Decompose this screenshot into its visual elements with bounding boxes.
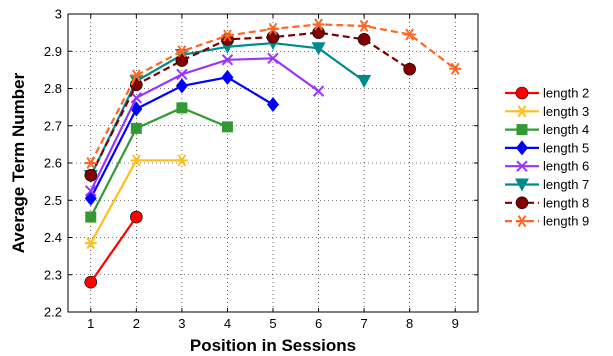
y-tick-label: 2.9 — [44, 44, 62, 59]
x-tick-label: 5 — [269, 316, 276, 331]
legend-label: length 2 — [543, 86, 589, 101]
data-point — [84, 168, 98, 182]
data-point — [221, 29, 234, 42]
series-layer — [83, 18, 462, 289]
data-point — [175, 54, 189, 67]
series-length-4 — [85, 102, 233, 223]
x-tick-label: 4 — [224, 316, 231, 331]
data-point — [84, 275, 98, 289]
y-tick-label: 2.3 — [44, 267, 62, 282]
legend-marker — [516, 160, 528, 172]
data-point — [175, 45, 188, 58]
series-length-2 — [84, 210, 143, 289]
legend-label: length 4 — [543, 122, 589, 137]
data-point — [176, 102, 188, 114]
data-point — [84, 156, 97, 170]
data-point — [312, 18, 325, 31]
data-point — [403, 28, 416, 41]
legend-marker — [516, 215, 528, 228]
series-line — [89, 31, 411, 176]
y-tick-label: 2.2 — [44, 305, 62, 320]
series-line — [89, 216, 138, 283]
x-tick-label: 7 — [360, 316, 367, 331]
data-point — [358, 19, 371, 32]
legend-item: length 4 — [505, 122, 589, 137]
legend: length 2 length 3 length 4 length 5 length 6… — [505, 86, 589, 229]
legend-item: length 3 — [505, 104, 589, 119]
x-tick-label: 1 — [87, 316, 94, 331]
x-axis-label: Position in Sessions — [190, 336, 356, 355]
legend-label: length 5 — [543, 140, 589, 155]
data-point — [311, 42, 326, 56]
legend-label: length 3 — [543, 104, 589, 119]
y-axis-label: Average Term Number — [9, 72, 28, 253]
data-point — [267, 22, 279, 35]
y-tick-label: 2.4 — [44, 230, 62, 245]
data-point — [85, 211, 97, 223]
legend-label: length 6 — [543, 159, 589, 174]
y-tick-label: 2.8 — [44, 81, 62, 96]
data-point — [221, 121, 233, 133]
x-tick-label: 3 — [178, 316, 185, 331]
data-point — [312, 85, 325, 97]
legend-item: length 9 — [505, 214, 589, 229]
data-point — [266, 30, 280, 44]
data-point — [175, 154, 188, 167]
legend-item: length 2 — [505, 86, 589, 101]
data-point — [357, 33, 371, 46]
legend-marker — [516, 140, 528, 156]
legend-marker — [515, 178, 529, 192]
data-point — [176, 68, 188, 81]
series-length-9 — [84, 18, 462, 170]
data-point — [130, 69, 143, 82]
data-point — [312, 26, 325, 39]
data-point — [221, 69, 234, 85]
data-point — [130, 122, 142, 134]
data-point — [221, 54, 234, 66]
y-tick-label: 2.5 — [44, 193, 62, 208]
y-tick-label: 3 — [55, 7, 62, 22]
series-line — [89, 57, 320, 192]
x-tick-label: 9 — [452, 316, 459, 331]
legend-marker — [515, 86, 529, 100]
data-point — [175, 78, 188, 94]
legend-marker — [516, 124, 528, 136]
data-point — [267, 97, 279, 113]
legend-item: length 7 — [505, 177, 589, 192]
data-point — [357, 75, 372, 89]
data-point — [85, 185, 97, 197]
y-tick-label: 2.7 — [44, 118, 62, 133]
data-point — [403, 62, 416, 76]
legend-label: length 7 — [543, 177, 589, 192]
legend-item: length 8 — [505, 195, 589, 210]
legend-label: length 8 — [543, 195, 589, 210]
series-line — [89, 106, 228, 218]
series-length-6 — [85, 52, 325, 197]
legend-label: length 9 — [543, 214, 589, 229]
data-point — [130, 154, 143, 167]
x-tick-label: 6 — [315, 316, 322, 331]
series-length-8 — [84, 26, 416, 182]
data-point — [130, 92, 143, 104]
data-point — [267, 52, 279, 65]
series-length-3 — [84, 154, 188, 250]
x-tick-label: 8 — [406, 316, 413, 331]
data-point — [130, 210, 143, 224]
axis-ticks: 1 2 3 4 5 6 7 8 9 2.2 2.3 2.4 2.5 2.6 2.7 2.8 2.9 3 — [44, 7, 478, 331]
legend-marker — [516, 105, 528, 118]
data-point — [84, 237, 97, 250]
y-tick-label: 2.6 — [44, 156, 62, 171]
legend-item: length 6 — [505, 159, 589, 174]
data-point — [449, 62, 462, 75]
legend-item: length 5 — [505, 140, 589, 156]
x-tick-label: 2 — [133, 316, 140, 331]
series-length-5 — [84, 69, 279, 206]
legend-marker — [515, 196, 529, 210]
